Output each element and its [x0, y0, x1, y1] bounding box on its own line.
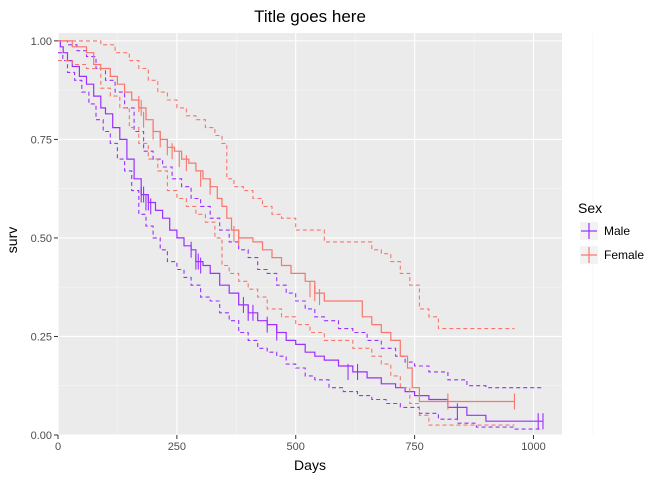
x-tick-label: 750: [405, 441, 423, 453]
legend-item-female: Female: [580, 246, 644, 264]
legend-item-male: Male: [580, 222, 630, 240]
series-male-lower-ci: [58, 52, 543, 430]
x-axis-title: Days: [294, 457, 326, 473]
series-female-survival-line: [58, 40, 515, 403]
legend-label-male: Male: [604, 224, 630, 238]
legend: Sex Male Female: [578, 200, 644, 264]
x-tick-label: 0: [55, 441, 61, 453]
series-female-lower-ci: [58, 60, 515, 426]
series-male-survival-line: [58, 40, 543, 422]
chart-title: Title goes here: [254, 7, 366, 26]
series-female: [58, 40, 516, 426]
x-tick-label: 500: [287, 441, 305, 453]
y-tick-label: 0.00: [31, 430, 52, 442]
x-tick-label: 1000: [521, 441, 545, 453]
y-tick-label: 1.00: [31, 36, 52, 48]
series-female-upper-ci: [58, 40, 515, 330]
y-axis-title: surv: [4, 227, 20, 253]
y-tick-label: 0.50: [31, 233, 52, 245]
series-male-upper-ci: [58, 40, 543, 389]
x-tick-label: 250: [168, 441, 186, 453]
y-tick-label: 0.25: [31, 331, 52, 343]
axes: 0 250 500 750 1000 0.00 0.25 0.50 0.75 1.00: [31, 36, 546, 453]
y-tick-label: 0.75: [31, 134, 52, 146]
legend-title: Sex: [578, 200, 602, 216]
series-layer: [58, 40, 544, 430]
legend-label-female: Female: [604, 248, 644, 262]
series-male: [58, 40, 544, 430]
plot-panel: [58, 33, 562, 435]
